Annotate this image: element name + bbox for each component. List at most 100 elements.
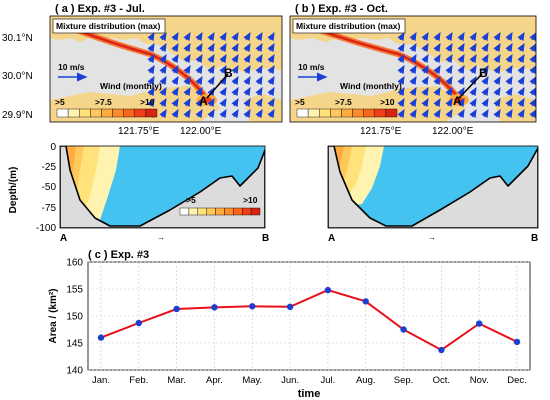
wind-arrow — [517, 31, 525, 42]
section-direction-arrow: → — [428, 233, 436, 242]
wind-arrow — [457, 64, 465, 75]
wind-arrow — [469, 86, 477, 97]
wind-arrow — [469, 97, 477, 108]
wind-arrow — [147, 42, 155, 53]
wind-arrow — [243, 42, 251, 53]
depth-tick-0: 0 — [50, 142, 56, 153]
wind-arrow — [493, 86, 501, 97]
wind-arrow — [207, 75, 215, 86]
wind-arrow — [409, 97, 417, 108]
wind-arrow — [517, 42, 525, 53]
wind-arrow — [267, 86, 275, 97]
x-tick-label: May. — [242, 375, 262, 386]
wind-arrow — [457, 97, 465, 108]
wind-arrow — [481, 64, 489, 75]
seabed — [328, 146, 538, 228]
wind-arrow — [231, 86, 239, 97]
section-direction-arrow: → — [157, 233, 165, 242]
wind-arrow — [255, 64, 263, 75]
wind-arrow — [243, 75, 251, 86]
wind-arrow — [409, 75, 417, 86]
wind-arrow — [231, 75, 239, 86]
wind-arrow — [243, 31, 251, 42]
cbar-tick-2: >7.5 — [95, 97, 112, 107]
data-point — [513, 338, 521, 346]
wind-arrow — [255, 31, 263, 42]
wind-arrow — [457, 108, 465, 119]
wind-arrow — [195, 42, 203, 53]
section-colorbar — [179, 207, 261, 216]
wind-arrow — [231, 64, 239, 75]
wind-arrow — [433, 31, 441, 42]
section-cbar-tick-1: >5 — [186, 195, 196, 205]
legend-box — [292, 18, 406, 34]
wind-arrow — [517, 75, 525, 86]
x-tick-label: Sep. — [394, 375, 414, 386]
wind-arrow — [255, 108, 263, 119]
section-line — [458, 73, 483, 99]
colorbar-swatch — [179, 207, 190, 216]
data-point — [438, 346, 445, 354]
lon-tick-a1: 121.75°E — [118, 126, 160, 137]
wind-arrow — [469, 64, 477, 75]
wind-arrow — [397, 42, 405, 53]
wind-arrow — [195, 108, 203, 119]
x-tick-label: Nov. — [470, 375, 489, 386]
data-point — [135, 319, 143, 327]
wind-arrow — [183, 64, 191, 75]
section-end-label: B — [531, 233, 538, 244]
colorbar-swatch — [319, 108, 331, 118]
colorbar-swatch — [374, 108, 387, 118]
cbar-tick-3: >10 — [140, 97, 155, 107]
section-line — [206, 73, 229, 99]
wind-arrow — [219, 42, 227, 53]
wind-arrow — [529, 75, 536, 86]
section-start-label: A — [328, 233, 335, 244]
data-point — [97, 334, 105, 341]
colorbar-swatch — [56, 108, 69, 118]
wind-arrow — [219, 97, 227, 108]
wind-arrow — [267, 64, 275, 75]
wind-arrow — [493, 31, 501, 42]
wind-arrow — [267, 108, 275, 119]
wind-arrow — [183, 97, 191, 108]
wind-arrow — [171, 75, 179, 86]
wind-field — [397, 31, 536, 119]
x-tick-label: Jun. — [281, 375, 299, 386]
wind-arrow — [243, 53, 251, 64]
wind-arrow — [481, 53, 489, 64]
wind-arrow — [147, 31, 155, 42]
wind-arrow — [493, 97, 501, 108]
wind-arrow — [433, 64, 441, 75]
wind-arrow — [529, 31, 536, 42]
wind-arrow — [529, 42, 536, 53]
wind-arrow — [517, 97, 525, 108]
depth-tick-100: -100 — [36, 223, 56, 234]
wind-arrow — [207, 97, 215, 108]
wind-arrow — [171, 97, 179, 108]
wind-label: Wind (monthly) — [100, 81, 162, 91]
colorbar-swatch — [206, 207, 216, 216]
colorbar-swatch — [197, 207, 207, 216]
wind-arrow — [529, 97, 536, 108]
wind-arrow — [255, 86, 263, 97]
wind-arrow — [493, 75, 501, 86]
wind-arrow — [481, 97, 489, 108]
wind-arrow — [207, 64, 215, 75]
wind-arrow — [147, 64, 155, 75]
wind-arrow — [505, 86, 513, 97]
wind-arrow — [397, 53, 405, 64]
wind-arrow — [433, 108, 441, 119]
wind-arrow — [481, 86, 489, 97]
wind-arrow — [433, 75, 441, 86]
wind-arrow — [409, 86, 417, 97]
line-chart: 140 145 150 155 160 Jan. Feb. Mar. Apr. May. Jun.… — [66, 258, 531, 386]
lat-tick-3: 29.9°N — [2, 110, 33, 121]
wind-arrow — [267, 75, 275, 86]
y-tick-label: 150 — [66, 312, 83, 323]
panel-a-section — [59, 145, 266, 229]
colorbar-swatch — [341, 108, 353, 118]
wind-arrow — [171, 42, 179, 53]
colorbar-swatch — [307, 108, 320, 118]
wind-arrow — [219, 64, 227, 75]
